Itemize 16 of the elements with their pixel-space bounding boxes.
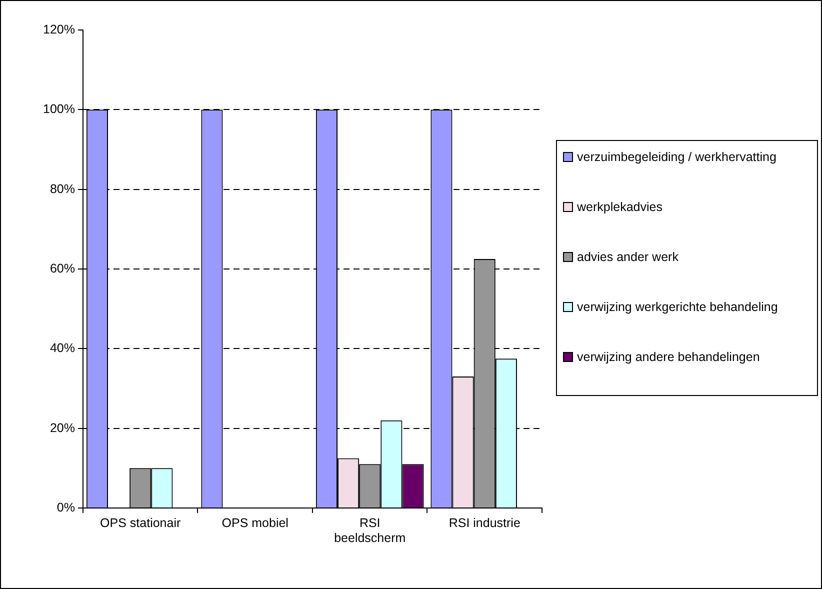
y-tick-label: 0% xyxy=(56,500,75,514)
legend-label: verzuimbegeleiding / werkhervatting xyxy=(577,149,776,166)
y-tick-label: 40% xyxy=(50,341,75,356)
legend-label: verwijzing andere behandelingen xyxy=(577,349,760,366)
y-tick-label: 80% xyxy=(50,182,75,196)
x-tick-label: OPS stationair xyxy=(100,516,181,530)
y-tick-label: 60% xyxy=(50,261,75,276)
x-tick-label: OPS mobiel xyxy=(222,516,288,530)
x-tick-label: RSI beeldscherm xyxy=(334,516,406,545)
y-tick-label: 120% xyxy=(42,22,75,36)
y-tick-label: 100% xyxy=(42,102,75,116)
x-tick-label: RSI industrie xyxy=(448,516,520,530)
legend-label: werkplekadvies xyxy=(577,199,662,216)
legend-label: advies ander werk xyxy=(577,249,678,266)
legend-label: verwijzing werkgerichte behandeling xyxy=(577,299,778,316)
y-tick-label: 20% xyxy=(50,420,75,435)
